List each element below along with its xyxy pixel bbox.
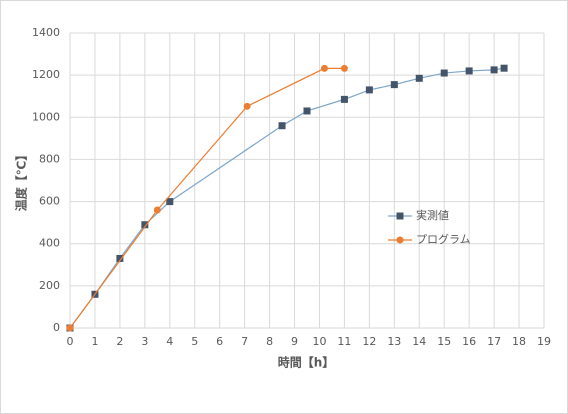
legend-marker	[396, 236, 404, 244]
x-tick-label: 15	[437, 335, 451, 348]
x-tick-label: 3	[141, 335, 148, 348]
x-tick-label: 16	[462, 335, 476, 348]
x-tick-label: 17	[487, 335, 501, 348]
x-tick-label: 13	[387, 335, 401, 348]
y-tick-label: 0	[53, 321, 60, 334]
x-tick-label: 19	[537, 335, 551, 348]
legend-marker	[396, 212, 404, 220]
x-tick-label: 12	[362, 335, 376, 348]
marker	[440, 69, 448, 77]
x-tick-label: 18	[512, 335, 526, 348]
marker	[340, 95, 348, 103]
marker	[490, 66, 498, 74]
x-tick-label: 9	[291, 335, 298, 348]
marker	[166, 198, 174, 206]
marker	[365, 86, 373, 94]
x-tick-label: 1	[91, 335, 98, 348]
marker	[243, 102, 251, 110]
marker	[390, 81, 398, 89]
marker	[340, 64, 348, 72]
legend-label: プログラム	[416, 232, 471, 246]
x-tick-label: 4	[166, 335, 173, 348]
x-tick-label: 8	[266, 335, 273, 348]
x-tick-label: 10	[312, 335, 326, 348]
x-tick-label: 14	[412, 335, 426, 348]
y-tick-label: 200	[39, 279, 60, 292]
y-axis-label: 温度【℃】	[14, 149, 29, 212]
x-tick-label: 7	[241, 335, 248, 348]
x-tick-label: 5	[191, 335, 198, 348]
marker	[116, 254, 124, 262]
marker	[320, 64, 328, 72]
x-tick-label: 2	[116, 335, 123, 348]
y-tick-label: 1000	[32, 110, 60, 123]
marker	[153, 206, 161, 214]
x-tick-label: 0	[67, 335, 74, 348]
y-tick-label: 800	[39, 152, 60, 165]
legend-label: 実測値	[416, 208, 449, 222]
marker	[415, 74, 423, 82]
x-axis-label: 時間【h】	[278, 355, 335, 370]
marker	[278, 122, 286, 130]
x-tick-label: 11	[337, 335, 351, 348]
y-tick-label: 400	[39, 237, 60, 250]
marker	[141, 221, 149, 229]
y-tick-label: 600	[39, 195, 60, 208]
marker	[500, 64, 508, 72]
y-tick-label: 1200	[32, 68, 60, 81]
y-tick-label: 1400	[32, 26, 60, 39]
x-tick-label: 6	[216, 335, 223, 348]
marker	[465, 67, 473, 75]
marker	[66, 324, 74, 332]
marker	[303, 107, 311, 115]
